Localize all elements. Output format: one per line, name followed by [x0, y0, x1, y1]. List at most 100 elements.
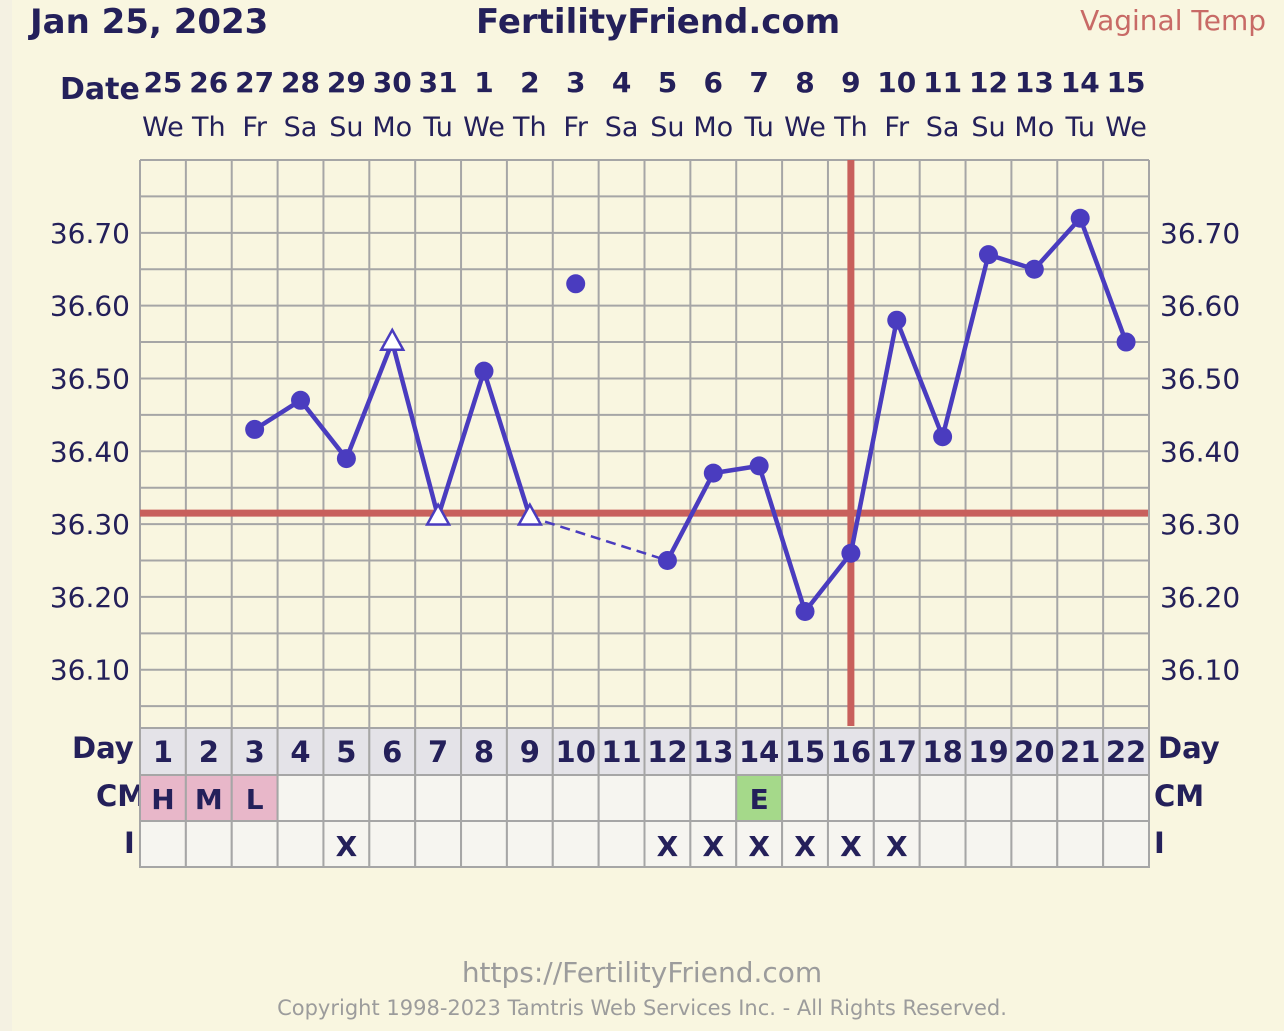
- intercourse-cell: [184, 820, 233, 868]
- date-label-4: 28: [281, 66, 320, 99]
- temp-point-day-10: [566, 274, 586, 294]
- weekday-label-14: Tu: [743, 112, 774, 143]
- day-cell: [597, 727, 646, 776]
- intercourse-cell: [322, 820, 371, 868]
- temp-gap-segment: [529, 515, 668, 562]
- cm-cell: [1102, 774, 1150, 822]
- temp-point-discarded-day-9: [516, 502, 543, 526]
- weekday-label-8: We: [463, 112, 505, 143]
- temp-point-day-16: [841, 543, 861, 563]
- temp-segment: [344, 341, 395, 460]
- i-row-label-left: I: [124, 826, 135, 860]
- weekday-label-11: Sa: [605, 112, 639, 143]
- cycle-day-9: 9: [520, 735, 540, 769]
- footer-url[interactable]: https://FertilityFriend.com: [461, 956, 823, 989]
- date-label-18: 11: [923, 66, 962, 99]
- cm-cell: [276, 774, 325, 822]
- temp-point-day-17: [887, 310, 907, 330]
- cycle-day-12: 12: [647, 735, 687, 769]
- weekday-label-19: Su: [971, 112, 1005, 143]
- cycle-day-14: 14: [739, 735, 779, 769]
- cycle-day-4: 4: [290, 735, 310, 769]
- day-cell: [505, 727, 554, 776]
- footer-copyright: Copyright 1998-2023 Tamtris Web Services…: [277, 996, 1007, 1020]
- temp-point-discarded-day-6: [379, 327, 406, 352]
- temp-segment: [848, 319, 899, 554]
- cm-cell: [505, 774, 554, 822]
- intercourse-cell: [505, 820, 554, 868]
- day-cell: [1102, 727, 1150, 776]
- intercourse-cell: [735, 820, 784, 868]
- temp-segment: [757, 465, 808, 613]
- cycle-day-6: 6: [382, 735, 402, 769]
- temp-segment: [894, 319, 945, 438]
- temp-segment: [435, 370, 487, 518]
- cycle-day-15: 15: [785, 735, 825, 769]
- cm-cell: [872, 774, 921, 822]
- date-label-21: 14: [1061, 66, 1100, 99]
- intercourse-cell: [964, 820, 1013, 868]
- date-label-12: 5: [658, 66, 677, 99]
- cm-cell: [460, 774, 508, 822]
- weekday-label-16: Th: [833, 112, 868, 143]
- cm-cell: [414, 774, 463, 822]
- day-cell: [689, 727, 738, 776]
- intercourse-mark-day-13: X: [702, 830, 724, 863]
- cm-cell: [184, 774, 233, 822]
- temp-point-day-5: [336, 449, 356, 469]
- i-row-label-right: I: [1154, 826, 1165, 860]
- intercourse-mark-day-17: X: [886, 830, 908, 863]
- temp-point-day-14: [749, 456, 769, 476]
- date-label-5: 29: [327, 66, 366, 99]
- y-axis-labels: 36.10 36.10 36.20 36.20 36.30 36.30 36.40 36.40…: [50, 217, 1240, 687]
- temp-point-day-22: [1116, 332, 1136, 352]
- date-label-17: 10: [877, 66, 916, 99]
- weekday-label-4: Sa: [284, 112, 318, 143]
- date-label-2: 26: [189, 66, 228, 99]
- cycle-day-2: 2: [199, 735, 219, 769]
- cm-value-day-3: L: [246, 783, 264, 816]
- weekday-label-3: Fr: [242, 112, 268, 143]
- cycle-day-16: 16: [831, 735, 871, 769]
- weekday-label-10: Fr: [563, 112, 589, 143]
- site-title[interactable]: FertilityFriend.com: [476, 2, 841, 42]
- y-tick-right: 36.30: [1160, 508, 1240, 541]
- date-header: 25We26Th27Fr28Sa29Su30Mo31Tu1We2Th3Fr4Sa…: [142, 66, 1147, 143]
- temp-segment: [665, 472, 716, 562]
- weekday-label-12: Su: [650, 112, 684, 143]
- date-label-8: 1: [474, 66, 493, 99]
- date-label-11: 4: [612, 66, 631, 99]
- temp-segment: [803, 551, 853, 613]
- cm-cell: [368, 774, 417, 822]
- intercourse-cell: [1010, 820, 1059, 868]
- intercourse-cell: [414, 820, 463, 868]
- temp-point-day-8: [474, 361, 494, 381]
- cm-cell: [551, 774, 600, 822]
- cycle-day-18: 18: [922, 735, 962, 769]
- y-tick-left: 36.50: [50, 362, 130, 395]
- cycle-day-10: 10: [556, 735, 596, 769]
- y-tick-right: 36.40: [1160, 435, 1240, 468]
- intercourse-cell: [460, 820, 508, 868]
- day-cell: [918, 727, 967, 776]
- y-tick-right: 36.10: [1160, 654, 1240, 687]
- intercourse-cell: [781, 820, 829, 868]
- cm-value-day-1: H: [151, 783, 174, 816]
- date-label-9: 2: [520, 66, 539, 99]
- weekday-label-2: Th: [191, 112, 226, 143]
- cycle-day-19: 19: [968, 735, 1008, 769]
- intercourse-mark-day-16: X: [840, 830, 862, 863]
- temp-point-day-19: [978, 245, 998, 265]
- intercourse-cell: [551, 820, 600, 868]
- cycle-day-13: 13: [693, 735, 733, 769]
- date-label-15: 8: [795, 66, 814, 99]
- temp-segment: [1032, 216, 1082, 271]
- y-tick-left: 36.30: [50, 508, 130, 541]
- temp-point-day-15: [795, 601, 815, 621]
- weekday-label-21: Tu: [1064, 112, 1095, 143]
- weekday-label-22: We: [1105, 112, 1147, 143]
- weekday-label-15: We: [784, 112, 826, 143]
- chart-grid: [139, 159, 1150, 728]
- y-tick-right: 36.20: [1160, 581, 1240, 614]
- date-label-6: 30: [373, 66, 412, 99]
